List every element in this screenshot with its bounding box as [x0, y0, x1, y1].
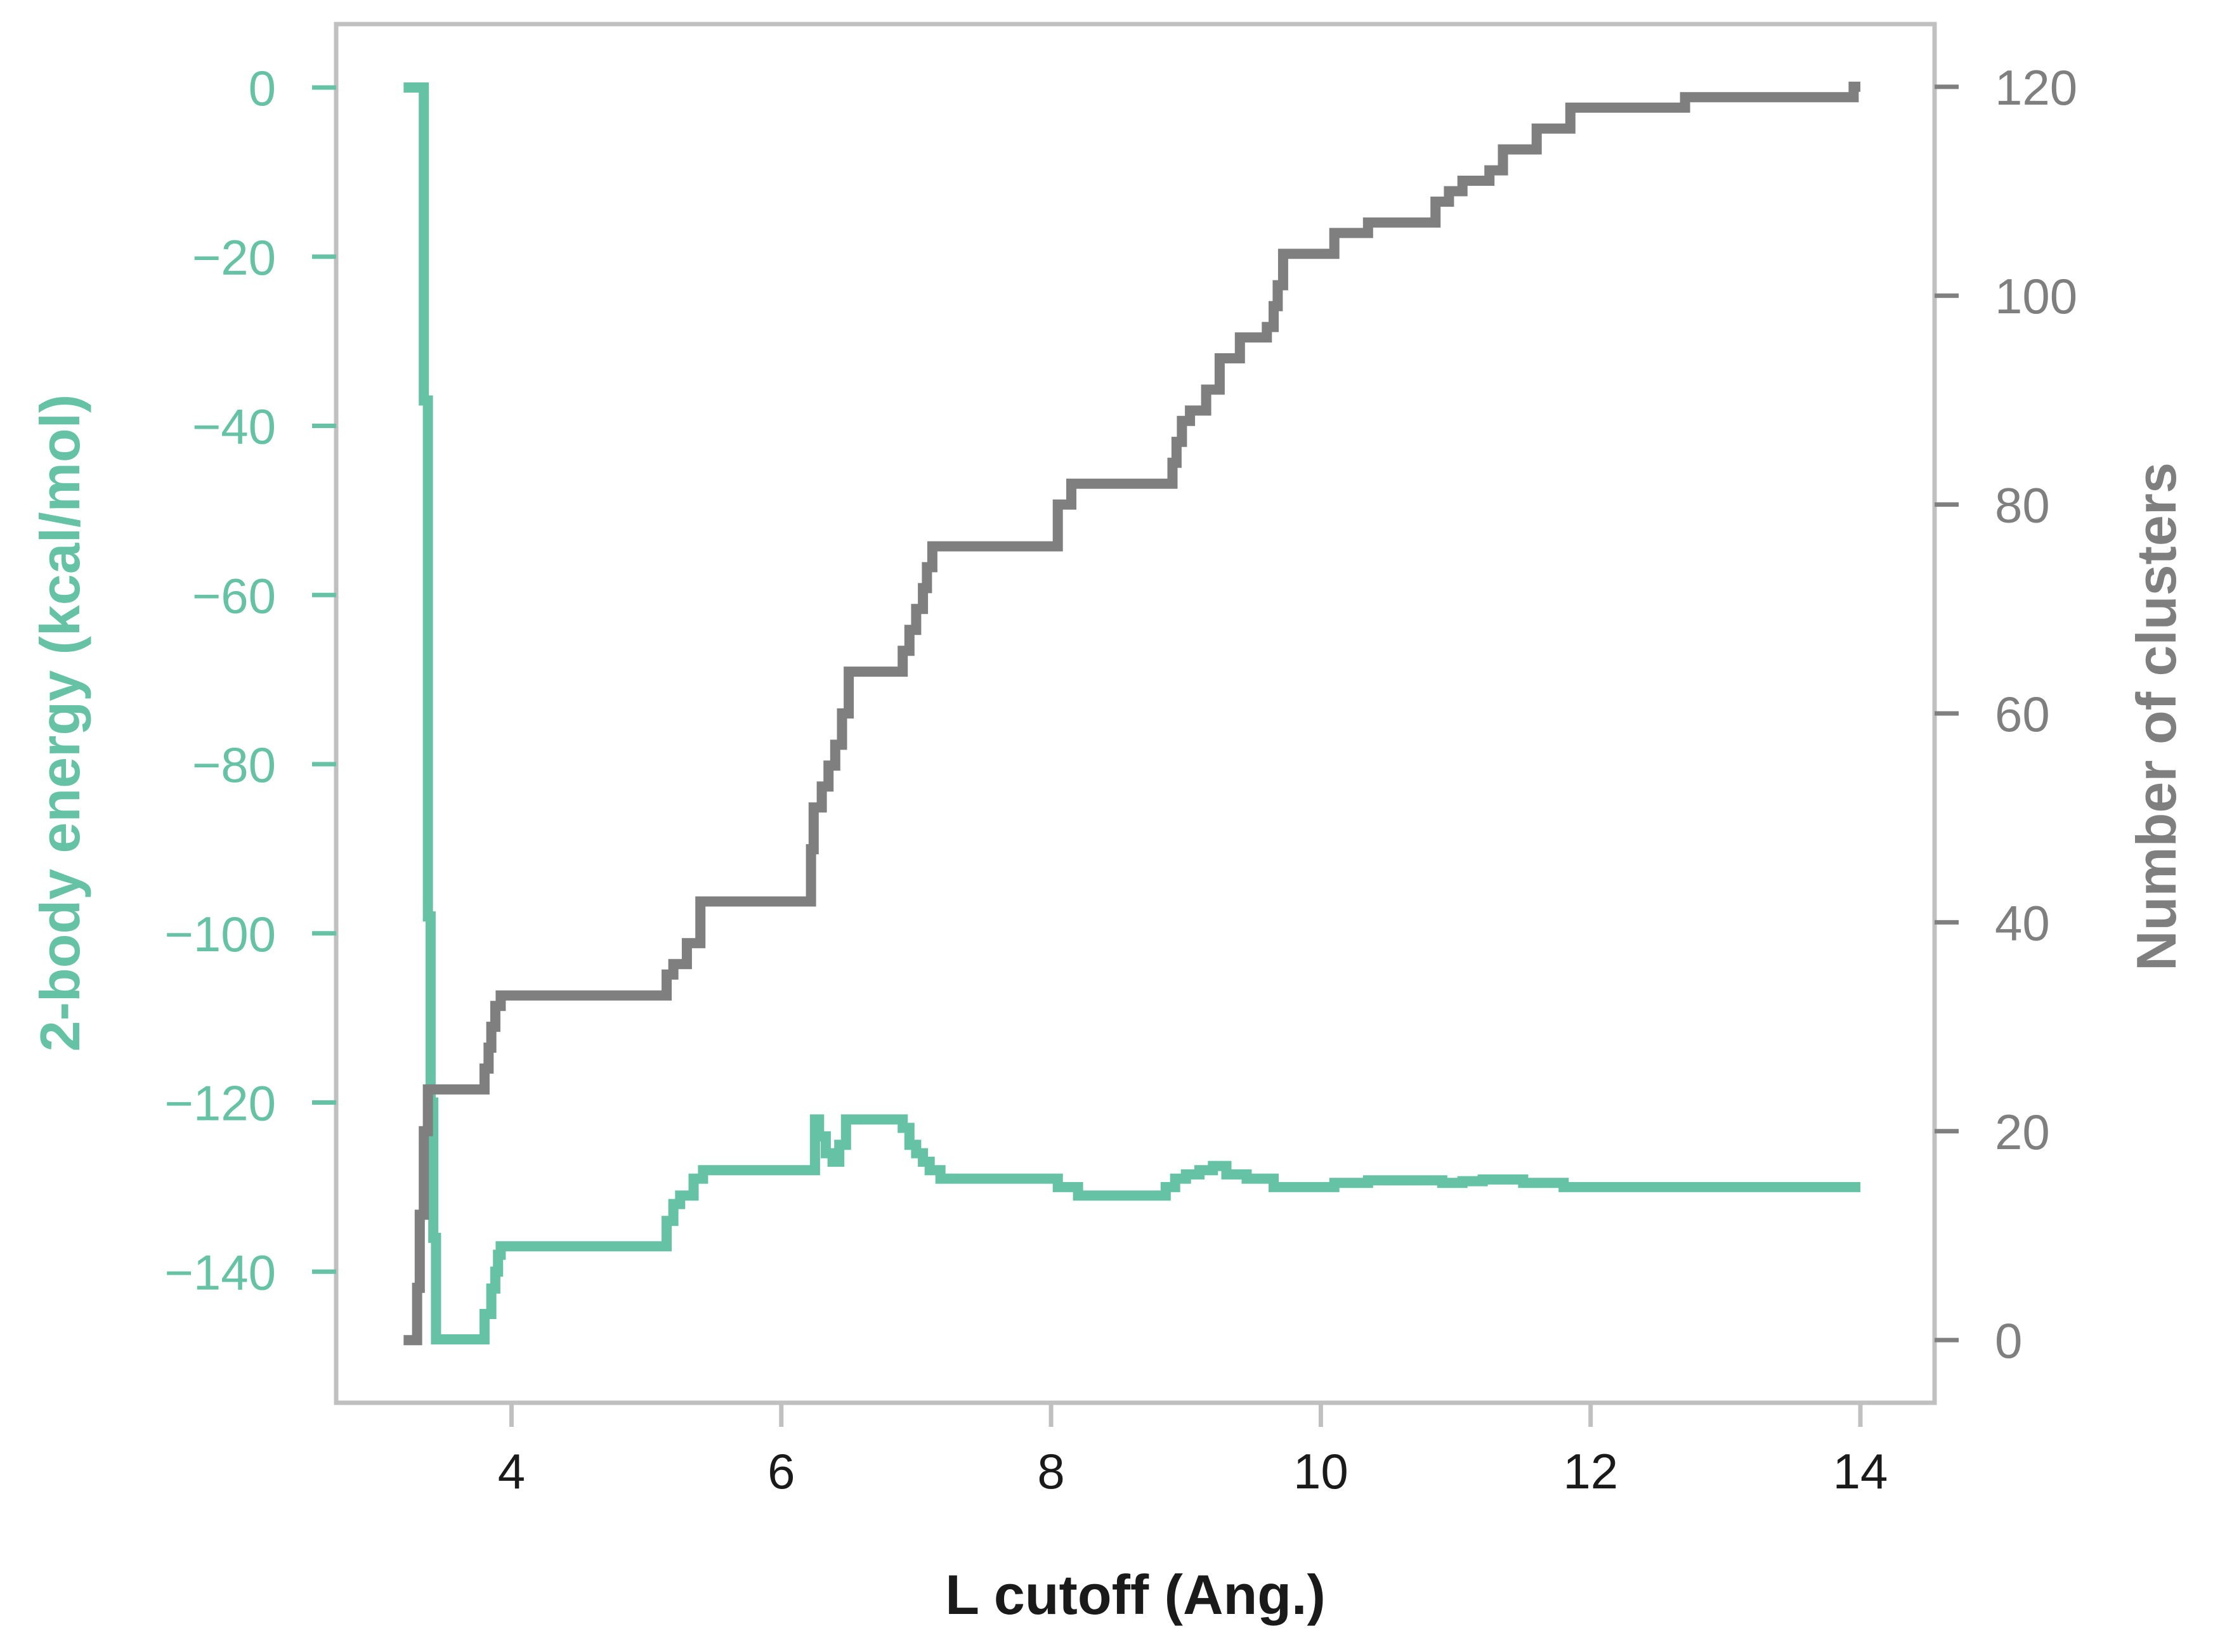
left-y-axis-title: 2-body energy (kcal/mol)	[29, 394, 91, 1052]
x-tick-label: 6	[767, 1443, 795, 1499]
x-tick-label: 4	[498, 1443, 525, 1499]
x-tick-label: 12	[1563, 1443, 1618, 1499]
right-y-tick-label: 40	[1995, 895, 2050, 951]
right-y-axis: 0 20 40 60 80 100 120	[1935, 60, 2077, 1369]
x-axis: 4 6 8 10 12 14	[498, 1403, 1888, 1499]
left-y-tick-label: −120	[164, 1076, 276, 1131]
left-y-tick-label: −40	[192, 399, 276, 455]
right-y-axis-title: Number of clusters	[2125, 462, 2188, 971]
x-tick-label: 8	[1037, 1443, 1064, 1499]
right-y-tick-label: 60	[1995, 686, 2050, 742]
right-y-tick-label: 120	[1995, 60, 2077, 115]
left-y-tick-label: −60	[192, 568, 276, 623]
left-y-tick-label: 0	[249, 60, 276, 116]
left-y-tick-label: −80	[192, 737, 276, 793]
left-y-tick-label: −20	[192, 230, 276, 285]
right-y-tick-label: 80	[1995, 478, 2050, 533]
x-axis-title: L cutoff (Ang.)	[945, 1563, 1326, 1626]
left-y-tick-label: −140	[164, 1244, 276, 1300]
x-tick-label: 10	[1293, 1443, 1348, 1499]
energy-series-line	[403, 82, 1860, 1344]
x-tick-label: 14	[1833, 1443, 1888, 1499]
left-y-axis: 0 −20 −40 −60 −80 −100 −120 −140	[164, 60, 336, 1300]
cluster-count-series-line	[403, 81, 1860, 1346]
right-y-tick-label: 100	[1995, 268, 2077, 324]
series-layer	[403, 81, 1860, 1346]
left-y-tick-label: −100	[164, 906, 276, 962]
right-y-tick-label: 0	[1995, 1313, 2022, 1369]
right-y-tick-label: 20	[1995, 1104, 2050, 1160]
